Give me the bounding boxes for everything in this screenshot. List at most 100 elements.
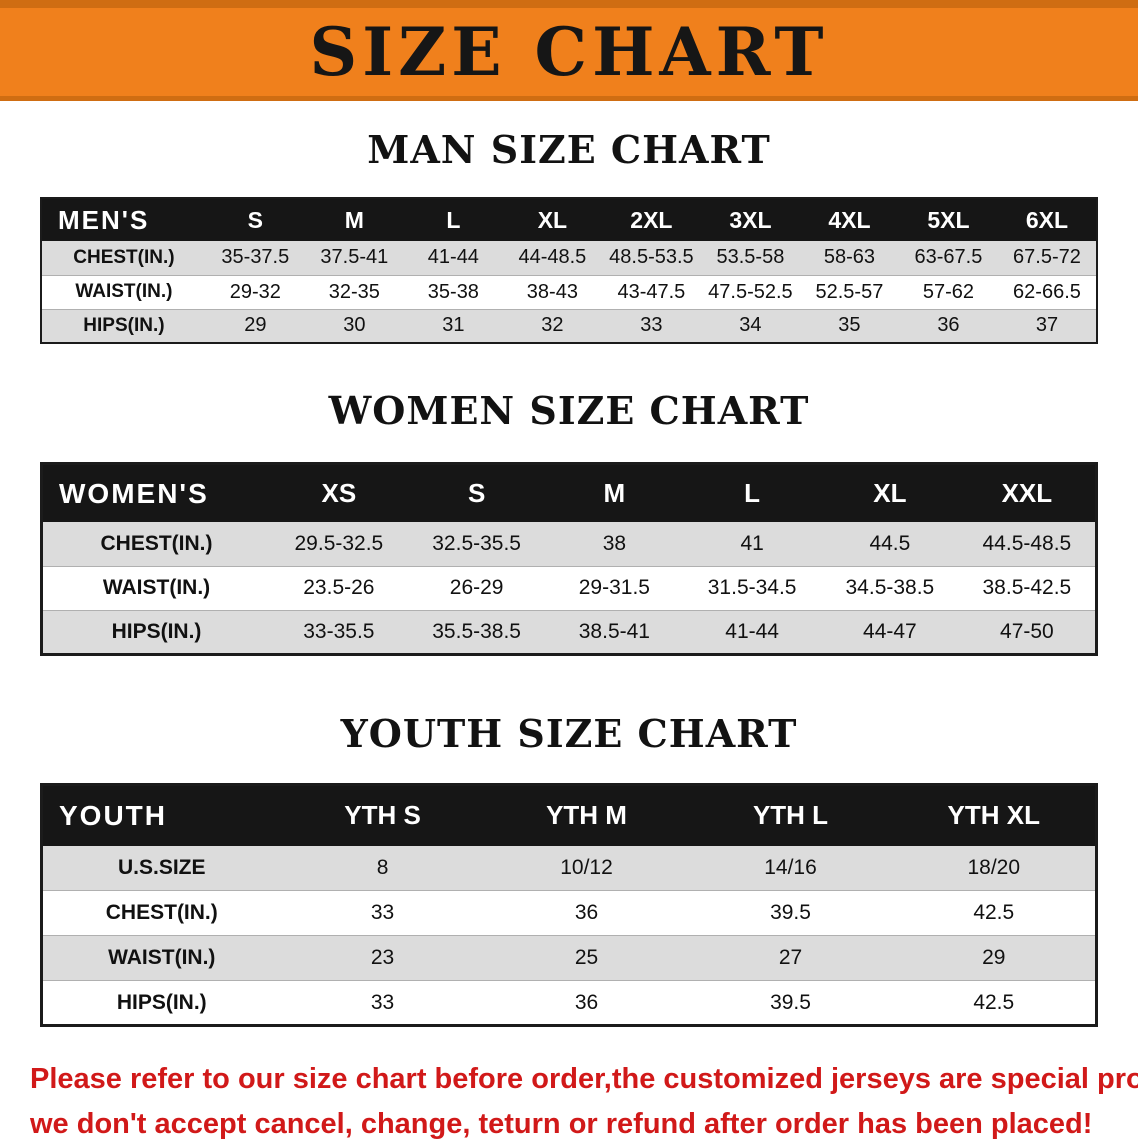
measure-value-cell: 36 xyxy=(574,901,599,924)
measure-value-cell: 31.5-34.5 xyxy=(707,576,797,599)
size-column-header: XL xyxy=(502,198,602,241)
measure-value-cell: 25 xyxy=(574,946,599,969)
note-line-1: Please refer to our size chart before or… xyxy=(30,1063,1138,1095)
measure-value-cell: 33-35.5 xyxy=(303,619,375,643)
measure-label-cell: WAIST(IN.) xyxy=(108,946,216,969)
measure-value-cell: 35-37.5 xyxy=(221,246,290,269)
measure-value-cell: 41-44 xyxy=(725,619,779,643)
measure-value-cell: 63-67.5 xyxy=(914,246,983,269)
measure-value-cell: 30 xyxy=(343,314,366,337)
measure-row: WAIST(IN.) 23 25 27 29 xyxy=(41,935,1097,981)
measure-value-cell: 35-38 xyxy=(427,280,479,303)
page-title: SIZE CHART xyxy=(309,13,829,91)
table-header-row: WOMEN'S XS S M L XL XXL xyxy=(41,463,1097,522)
size-column-header: XL xyxy=(821,463,959,522)
table-title-cell: YOUTH xyxy=(41,784,281,846)
measure-value-cell: 37.5-41 xyxy=(320,246,389,269)
measure-label-cell: WAIST(IN.) xyxy=(75,281,173,302)
women-section-heading: WOMEN SIZE CHART xyxy=(328,388,810,433)
men-size-section: MAN SIZE CHART MEN'S S M L XL 2XL 3XL 4XL 5XL 6XL… xyxy=(0,127,1138,344)
table-title-cell: WOMEN'S xyxy=(41,463,270,522)
measure-value-cell: 36 xyxy=(937,314,960,337)
size-column-header: L xyxy=(683,463,821,522)
measure-value-cell: 43-47.5 xyxy=(617,280,686,303)
measure-value-cell: 38.5-41 xyxy=(578,619,650,643)
measure-value-cell: 32-35 xyxy=(328,280,380,303)
measure-value-cell: 29.5-32.5 xyxy=(294,531,384,555)
measure-value-cell: 32 xyxy=(541,314,564,337)
size-column-header: XS xyxy=(270,463,408,522)
measure-value-cell: 8 xyxy=(376,855,389,879)
measure-value-cell: 27 xyxy=(778,946,803,969)
measure-value-cell: 33 xyxy=(640,314,663,337)
measure-value-cell: 38 xyxy=(602,531,627,555)
title-banner: SIZE CHART xyxy=(0,0,1138,101)
measure-value-cell: 42.5 xyxy=(973,901,1015,924)
measure-value-cell: 41-44 xyxy=(427,246,479,269)
size-column-header: 3XL xyxy=(700,198,800,241)
measure-value-cell: 29-31.5 xyxy=(578,576,650,599)
measure-row: U.S.SIZE 8 10/12 14/16 18/20 xyxy=(41,845,1097,891)
measure-value-cell: 47.5-52.5 xyxy=(708,280,793,303)
measure-label-cell: WAIST(IN.) xyxy=(102,576,211,599)
measure-value-cell: 35.5-38.5 xyxy=(432,619,521,643)
measure-value-cell: 44-48.5 xyxy=(518,246,587,269)
table-title-cell: MEN'S xyxy=(41,198,206,241)
measure-value-cell: 37 xyxy=(1035,314,1059,337)
measure-value-cell: 10/12 xyxy=(560,855,613,879)
measure-value-cell: 41 xyxy=(740,531,764,555)
measure-label-cell: CHEST(IN.) xyxy=(100,531,213,555)
measure-value-cell: 14/16 xyxy=(764,855,817,879)
measure-label-cell: CHEST(IN.) xyxy=(105,901,218,924)
measure-value-cell: 36 xyxy=(574,990,599,1014)
measure-value-cell: 39.5 xyxy=(770,990,811,1014)
measure-label-cell: U.S.SIZE xyxy=(118,855,206,879)
measure-label-cell: HIPS(IN.) xyxy=(111,619,202,643)
men-size-table: MEN'S S M L XL 2XL 3XL 4XL 5XL 6XL CHEST(IN.) 35-37… xyxy=(40,197,1098,344)
measure-row: HIPS(IN.) 33 36 39.5 42.5 xyxy=(41,980,1097,1026)
measure-value-cell: 29 xyxy=(982,946,1006,969)
note-line-2: we don't accept cancel, change, teturn o… xyxy=(30,1107,1093,1140)
measure-value-cell: 34 xyxy=(739,314,762,337)
men-section-heading: MAN SIZE CHART xyxy=(367,127,771,172)
measure-row: HIPS(IN.) 33-35.5 35.5-38.5 38.5-41 41-44 44-… xyxy=(41,610,1097,654)
women-size-table: WOMEN'S XS S M L XL XXL CHEST(IN.) 29.5-32.5 32.5… xyxy=(40,462,1098,656)
size-column-header: YTH XL xyxy=(892,784,1097,846)
size-column-header: YTH M xyxy=(484,784,689,846)
size-column-header: 4XL xyxy=(799,198,899,241)
size-column-header: XXL xyxy=(958,463,1097,522)
measure-value-cell: 26-29 xyxy=(449,576,504,599)
measure-value-cell: 42.5 xyxy=(973,990,1015,1014)
size-column-header: 2XL xyxy=(601,198,701,241)
measure-row: CHEST(IN.) 33 36 39.5 42.5 xyxy=(41,890,1097,936)
size-column-header: L xyxy=(403,198,503,241)
women-size-section: WOMEN SIZE CHART WOMEN'S XS S M L XL XXL CHEST(… xyxy=(0,388,1138,656)
size-column-header: M xyxy=(304,198,404,241)
measure-row: CHEST(IN.) 29.5-32.5 32.5-35.5 38 41 44.5 44.5… xyxy=(41,522,1097,566)
size-column-header: YTH S xyxy=(280,784,485,846)
measure-value-cell: 52.5-57 xyxy=(815,280,884,303)
size-column-header: S xyxy=(205,198,305,241)
table-header-row: YOUTH YTH S YTH M YTH L YTH XL xyxy=(41,784,1097,846)
measure-value-cell: 44-47 xyxy=(863,619,917,643)
measure-value-cell: 39.5 xyxy=(770,901,811,924)
measure-value-cell: 53.5-58 xyxy=(716,246,785,269)
measure-value-cell: 48.5-53.5 xyxy=(609,246,694,269)
measure-value-cell: 29-32 xyxy=(229,280,281,303)
size-column-header: 5XL xyxy=(898,198,998,241)
youth-section-heading: YOUTH SIZE CHART xyxy=(340,710,798,756)
measure-value-cell: 35 xyxy=(838,314,861,337)
measure-label-cell: HIPS(IN.) xyxy=(83,314,165,336)
measure-value-cell: 18/20 xyxy=(967,855,1021,879)
measure-label-cell: CHEST(IN.) xyxy=(73,246,175,268)
table-header-row: MEN'S S M L XL 2XL 3XL 4XL 5XL 6XL xyxy=(41,198,1097,241)
measure-value-cell: 57-62 xyxy=(922,280,975,303)
footer-note: Please refer to our size chart before or… xyxy=(0,1057,1138,1147)
size-column-header: YTH L xyxy=(688,784,893,846)
size-column-header: 6XL xyxy=(997,198,1097,241)
measure-value-cell: 38.5-42.5 xyxy=(982,576,1072,599)
measure-row: WAIST(IN.) 29-32 32-35 35-38 38-43 43-47.5 47.… xyxy=(41,275,1097,309)
measure-value-cell: 44.5-48.5 xyxy=(982,531,1072,555)
measure-value-cell: 33 xyxy=(370,901,395,924)
